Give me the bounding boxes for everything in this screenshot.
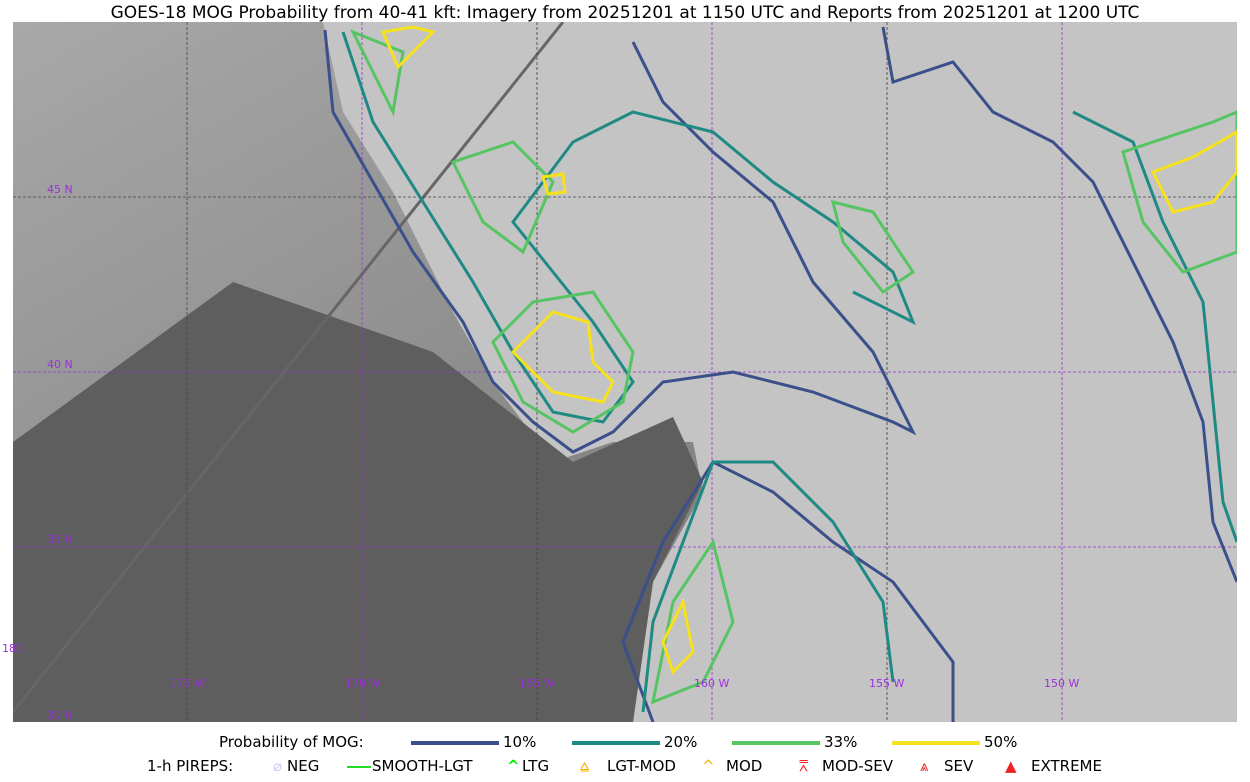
contour-33 [349, 29, 405, 117]
neg-icon: ⌀ [273, 757, 283, 775]
contour-10 [621, 460, 955, 722]
contour-50 [510, 310, 615, 404]
figure-title: GOES-18 MOG Probability from 40-41 kft: … [110, 3, 1140, 23]
pirep-label: MOD-SEV [822, 757, 893, 775]
contour-20 [641, 460, 895, 713]
smooth-line-icon [347, 766, 371, 768]
pirep-label: LGT-MOD [607, 757, 676, 775]
pirep-label: SEV [944, 757, 974, 775]
contour-33 [650, 538, 735, 705]
pirep-label: EXTREME [1031, 757, 1102, 775]
dry-slot [13, 282, 703, 722]
lat-label: 35 N [47, 533, 73, 546]
legend-line-33 [732, 741, 820, 745]
legend-label: 20% [664, 733, 698, 751]
lon-label: 150 W [1044, 677, 1080, 690]
caret-icon: ^ [507, 757, 520, 775]
double-caret-bar-icon: ⩞ [799, 757, 809, 775]
lon-label: 175 W [170, 677, 206, 690]
lon-label: 165 W [519, 677, 555, 690]
lon-label: 160 W [694, 677, 730, 690]
lat-label: 40 N [47, 358, 73, 371]
contour-33 [491, 290, 635, 434]
legend-line-10 [411, 741, 499, 745]
swath-edge [13, 22, 565, 713]
contour-20 [341, 31, 916, 424]
legend-line-20 [572, 741, 660, 745]
contour-33 [450, 140, 555, 255]
legend-label: 10% [503, 733, 537, 751]
legend-label: 50% [984, 733, 1018, 751]
lon-label: 155 W [869, 677, 905, 690]
caret-icon: ^ [702, 757, 715, 775]
caret-bar-icon: ⩠ [580, 757, 590, 775]
pirep-label: LTG [522, 757, 550, 775]
pirep-label: MOD [726, 757, 763, 775]
contour-33 [1121, 110, 1237, 274]
contour-10 [323, 29, 917, 454]
contour-33 [830, 199, 916, 295]
lat-label: 45 N [47, 183, 73, 196]
legend-label: 33% [824, 733, 858, 751]
contour-20 [1072, 110, 1237, 543]
filled-triangle-icon: ▲ [1005, 757, 1017, 775]
satellite-map [13, 22, 1237, 722]
double-caret-icon: ⩓ [920, 757, 929, 775]
lat-label: 30 N [47, 709, 73, 722]
legend-title: Probability of MOG: [219, 733, 364, 751]
lon-label: 170 W [345, 677, 381, 690]
contour-10 [881, 26, 1237, 583]
contour-50 [661, 597, 695, 675]
pirep-label: SMOOTH-LGT [372, 757, 473, 775]
lon-label: 180 [2, 642, 23, 655]
pirep-title: 1-h PIREPS: [147, 757, 234, 775]
legend-line-50 [892, 741, 980, 745]
probability-contours [323, 25, 1237, 722]
contour-50 [541, 172, 567, 196]
pirep-label: NEG [287, 757, 320, 775]
contour-50 [380, 25, 436, 70]
contour-50 [1150, 130, 1237, 214]
